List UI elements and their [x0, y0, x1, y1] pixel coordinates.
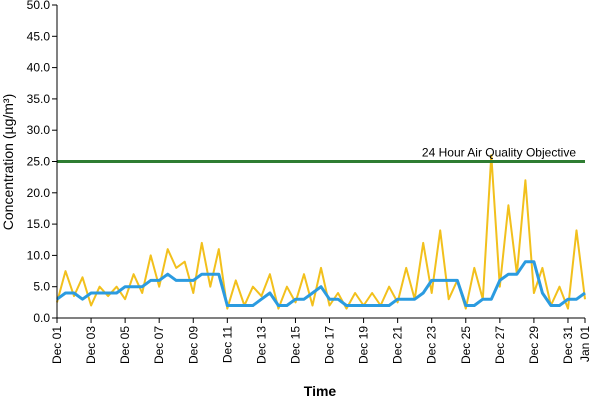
x-tick-label: Jan 01 — [578, 326, 592, 362]
y-tick-label: 50.0 — [27, 0, 51, 12]
y-axis-ticks: 0.0 5.0 10.0 15.0 20.0 25.0 30.0 35.0 40.0 45.0 50… — [27, 0, 57, 325]
y-tick-label: 10.0 — [27, 248, 51, 262]
hourly-series-line — [56, 154, 586, 310]
x-tick-label: Dec 31 — [561, 326, 575, 364]
x-tick-label: Dec 15 — [288, 326, 302, 364]
y-tick-label: 15.0 — [27, 217, 51, 231]
y-tick-label: 20.0 — [27, 186, 51, 200]
series-layer — [56, 154, 586, 310]
reference-layer: 24 Hour Air Quality Objective — [57, 146, 585, 163]
y-tick-label: 45.0 — [27, 29, 51, 43]
y-tick-label: 30.0 — [27, 123, 51, 137]
air-quality-objective-label: 24 Hour Air Quality Objective — [422, 146, 576, 160]
x-axis-ticks: Dec 01 Dec 03 Dec 05 Dec 07 Dec 09 Dec 11 Dec … — [50, 318, 592, 364]
x-tick-label: Dec 29 — [527, 326, 541, 364]
x-tick-label: Dec 17 — [323, 326, 337, 364]
y-axis-title: Concentration (µg/m³) — [0, 94, 16, 230]
y-tick-label: 25.0 — [27, 155, 51, 169]
x-tick-label: Dec 09 — [186, 326, 200, 364]
x-tick-label: Dec 23 — [425, 326, 439, 364]
y-tick-label: 40.0 — [27, 61, 51, 75]
x-tick-label: Dec 11 — [220, 326, 234, 363]
x-tick-label: Dec 19 — [357, 326, 371, 364]
x-tick-label: Dec 03 — [84, 326, 98, 364]
rolling-average-series-line — [56, 260, 586, 307]
x-tick-label: Dec 05 — [118, 326, 132, 364]
x-axis-title: Time — [304, 383, 337, 399]
x-tick-label: Dec 01 — [50, 326, 64, 364]
x-tick-label: Dec 25 — [459, 326, 473, 364]
y-tick-label: 0.0 — [33, 311, 50, 325]
x-tick-label: Dec 21 — [391, 326, 405, 364]
x-tick-label: Dec 13 — [254, 326, 268, 364]
y-tick-label: 35.0 — [27, 92, 51, 106]
x-tick-label: Dec 07 — [152, 326, 166, 364]
y-tick-label: 5.0 — [33, 280, 50, 294]
x-tick-label: Dec 27 — [493, 326, 507, 364]
